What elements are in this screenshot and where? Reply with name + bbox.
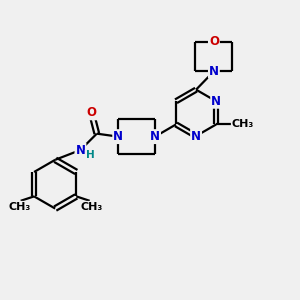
Text: N: N xyxy=(113,130,123,143)
Text: O: O xyxy=(209,35,219,48)
Text: N: N xyxy=(76,143,85,157)
Text: N: N xyxy=(209,65,219,78)
Text: N: N xyxy=(211,95,221,108)
Text: O: O xyxy=(86,106,96,119)
Text: CH₃: CH₃ xyxy=(8,202,30,212)
Text: H: H xyxy=(85,150,94,160)
Text: CH₃: CH₃ xyxy=(80,202,102,212)
Text: N: N xyxy=(191,130,201,142)
Text: CH₃: CH₃ xyxy=(232,119,254,129)
Text: N: N xyxy=(150,130,160,143)
